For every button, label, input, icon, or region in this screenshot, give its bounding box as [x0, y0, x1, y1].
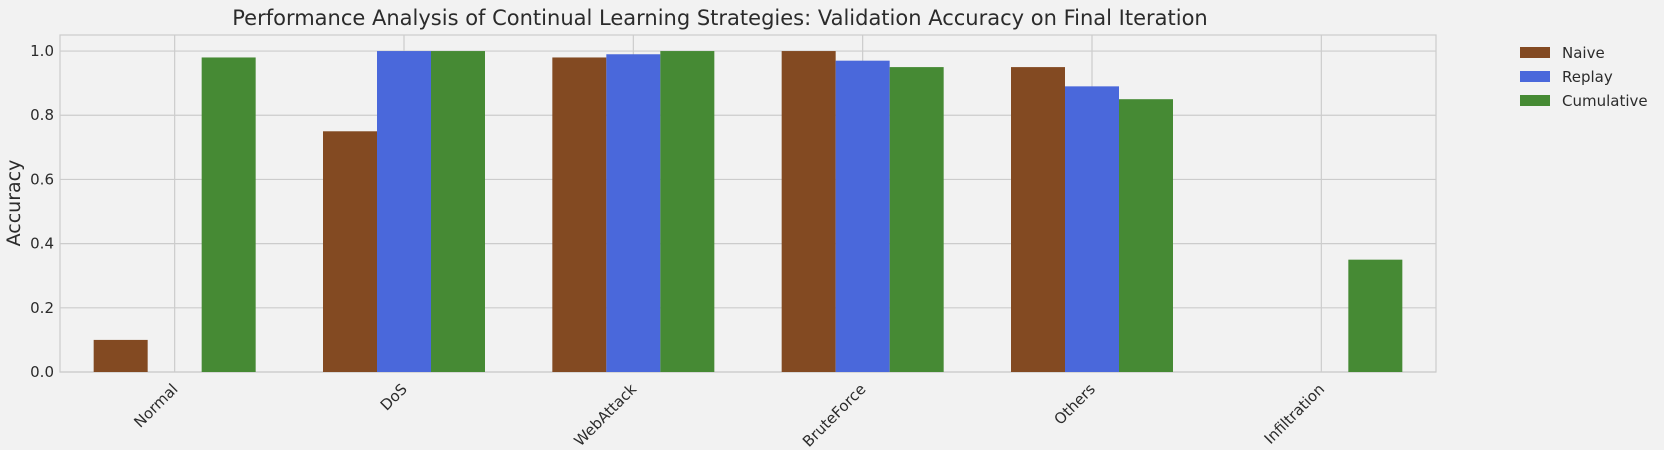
- legend[interactable]: Naive Replay Cumulative: [1520, 44, 1648, 110]
- bar-replay-bruteforce: [835, 60, 890, 373]
- y-tick-label: 0.0: [30, 363, 54, 381]
- y-axis-label: Accuracy: [3, 160, 25, 247]
- bar-cumulative-bruteforce: [889, 67, 944, 372]
- bar-replay-others: [1065, 86, 1119, 372]
- bar-cumulative-webattack: [660, 51, 715, 373]
- bars: [93, 51, 1403, 373]
- bar-replay-dos: [377, 51, 431, 373]
- bar-cumulative-others: [1119, 99, 1173, 372]
- plot-area: [59, 34, 1437, 373]
- legend-swatch-naive[interactable]: [1520, 47, 1550, 58]
- legend-swatch-replay[interactable]: [1520, 71, 1550, 82]
- y-tick-label: 0.6: [30, 170, 54, 188]
- bar-cumulative-normal: [201, 57, 256, 372]
- bar-naive-webattack: [552, 57, 607, 372]
- chart-title: Performance Analysis of Continual Learni…: [232, 6, 1208, 30]
- bar-cumulative-dos: [431, 51, 485, 373]
- bar-naive-normal: [93, 339, 148, 372]
- bar-naive-bruteforce: [781, 51, 836, 373]
- legend-label-replay[interactable]: Replay: [1562, 68, 1613, 86]
- y-tick-label: 0.2: [30, 299, 54, 317]
- y-tick-label: 1.0: [30, 42, 54, 60]
- legend-swatch-cumulative[interactable]: [1520, 95, 1550, 106]
- bar-naive-others: [1011, 67, 1065, 372]
- bar-naive-dos: [323, 131, 377, 372]
- legend-label-naive[interactable]: Naive: [1562, 44, 1605, 62]
- bar-replay-webattack: [606, 54, 661, 372]
- y-tick-label: 0.4: [30, 235, 54, 253]
- legend-label-cumulative[interactable]: Cumulative: [1562, 92, 1648, 110]
- bar-cumulative-infiltration: [1348, 259, 1403, 372]
- y-tick-label: 0.8: [30, 106, 54, 124]
